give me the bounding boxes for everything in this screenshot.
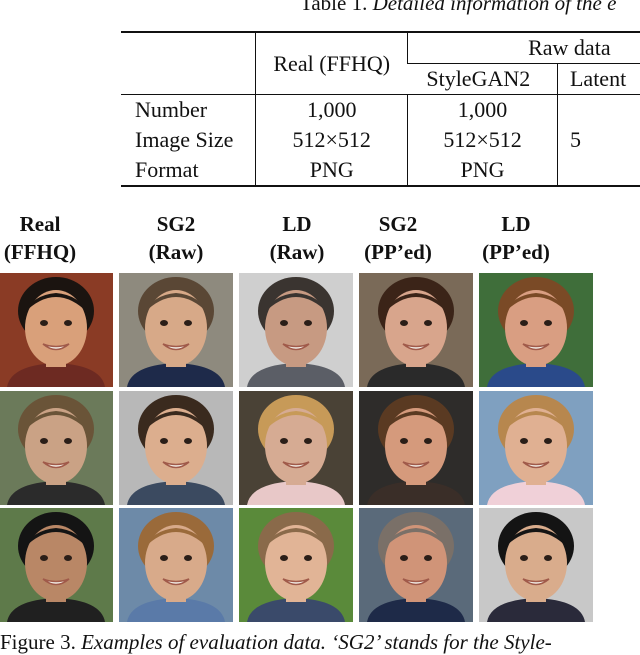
face-photo — [359, 273, 473, 387]
cell: PNG — [255, 155, 408, 187]
column-header-line: LD — [282, 212, 312, 236]
table-corner — [121, 31, 256, 95]
column-header-line: SG2 — [156, 212, 196, 236]
table-row: Number 1,000 1,000 — [121, 94, 640, 125]
face-photo — [479, 391, 593, 505]
cell: 5 — [556, 125, 640, 155]
table-row: Image Size 512×512 512×512 5 — [121, 125, 640, 155]
cell — [556, 155, 640, 187]
row-label: Number — [121, 94, 256, 125]
cell: 1,000 — [255, 94, 408, 125]
column-header-line: SG2 — [378, 212, 418, 236]
face-photo — [0, 508, 113, 622]
table-caption-label: Table 1. — [300, 0, 368, 15]
cell: 512×512 — [407, 125, 558, 155]
column-header-ld-raw: LD (Raw) — [237, 210, 357, 266]
column-header-ld-pped: LD (PP’ed) — [456, 210, 576, 266]
face-photo — [0, 273, 113, 387]
face-photo — [239, 273, 353, 387]
column-header-line: (Raw) — [148, 240, 204, 264]
face-photo — [119, 391, 233, 505]
column-header-real: Real (FFHQ) — [0, 210, 100, 266]
figure-caption: Figure 3. Examples of evaluation data. ‘… — [0, 630, 552, 655]
table-caption: Table 1. Detailed information of the e — [300, 0, 616, 16]
table-row: Format PNG PNG — [121, 155, 640, 187]
subheader-latent: Latent — [556, 63, 640, 95]
info-table: Real (FFHQ) Raw data StyleGAN2 Latent Nu… — [121, 31, 640, 187]
face-photo — [359, 391, 473, 505]
face-photo — [119, 508, 233, 622]
column-header-line: LD — [501, 212, 531, 236]
column-header-line: (PP’ed) — [364, 240, 432, 264]
column-header-sg2-pped: SG2 (PP’ed) — [338, 210, 458, 266]
cell: 512×512 — [255, 125, 408, 155]
column-header-line: (PP’ed) — [482, 240, 550, 264]
subheader-stylegan2: StyleGAN2 — [426, 66, 531, 91]
figure-caption-label: Figure 3. — [0, 630, 76, 654]
figure-caption-text: Examples of evaluation data. ‘SG2’ stand… — [81, 630, 552, 654]
column-header-line: Real — [19, 212, 61, 236]
column-header-line: (Raw) — [269, 240, 325, 264]
row-label: Image Size — [135, 127, 234, 152]
cell: 1,000 — [407, 94, 558, 125]
face-photo — [239, 391, 353, 505]
face-photo — [239, 508, 353, 622]
face-photo — [119, 273, 233, 387]
column-header-sg2-raw: SG2 (Raw) — [116, 210, 236, 266]
row-label: Format — [121, 155, 256, 187]
face-photo — [479, 273, 593, 387]
cell — [556, 94, 640, 125]
table-caption-text: Detailed information of the e — [372, 0, 617, 15]
face-photo — [359, 508, 473, 622]
header-real: Real (FFHQ) — [255, 31, 408, 95]
cell: PNG — [407, 155, 558, 187]
face-photo — [479, 508, 593, 622]
header-raw: Raw data — [407, 31, 640, 64]
column-header-line: (FFHQ) — [3, 240, 77, 264]
face-photo — [0, 391, 113, 505]
